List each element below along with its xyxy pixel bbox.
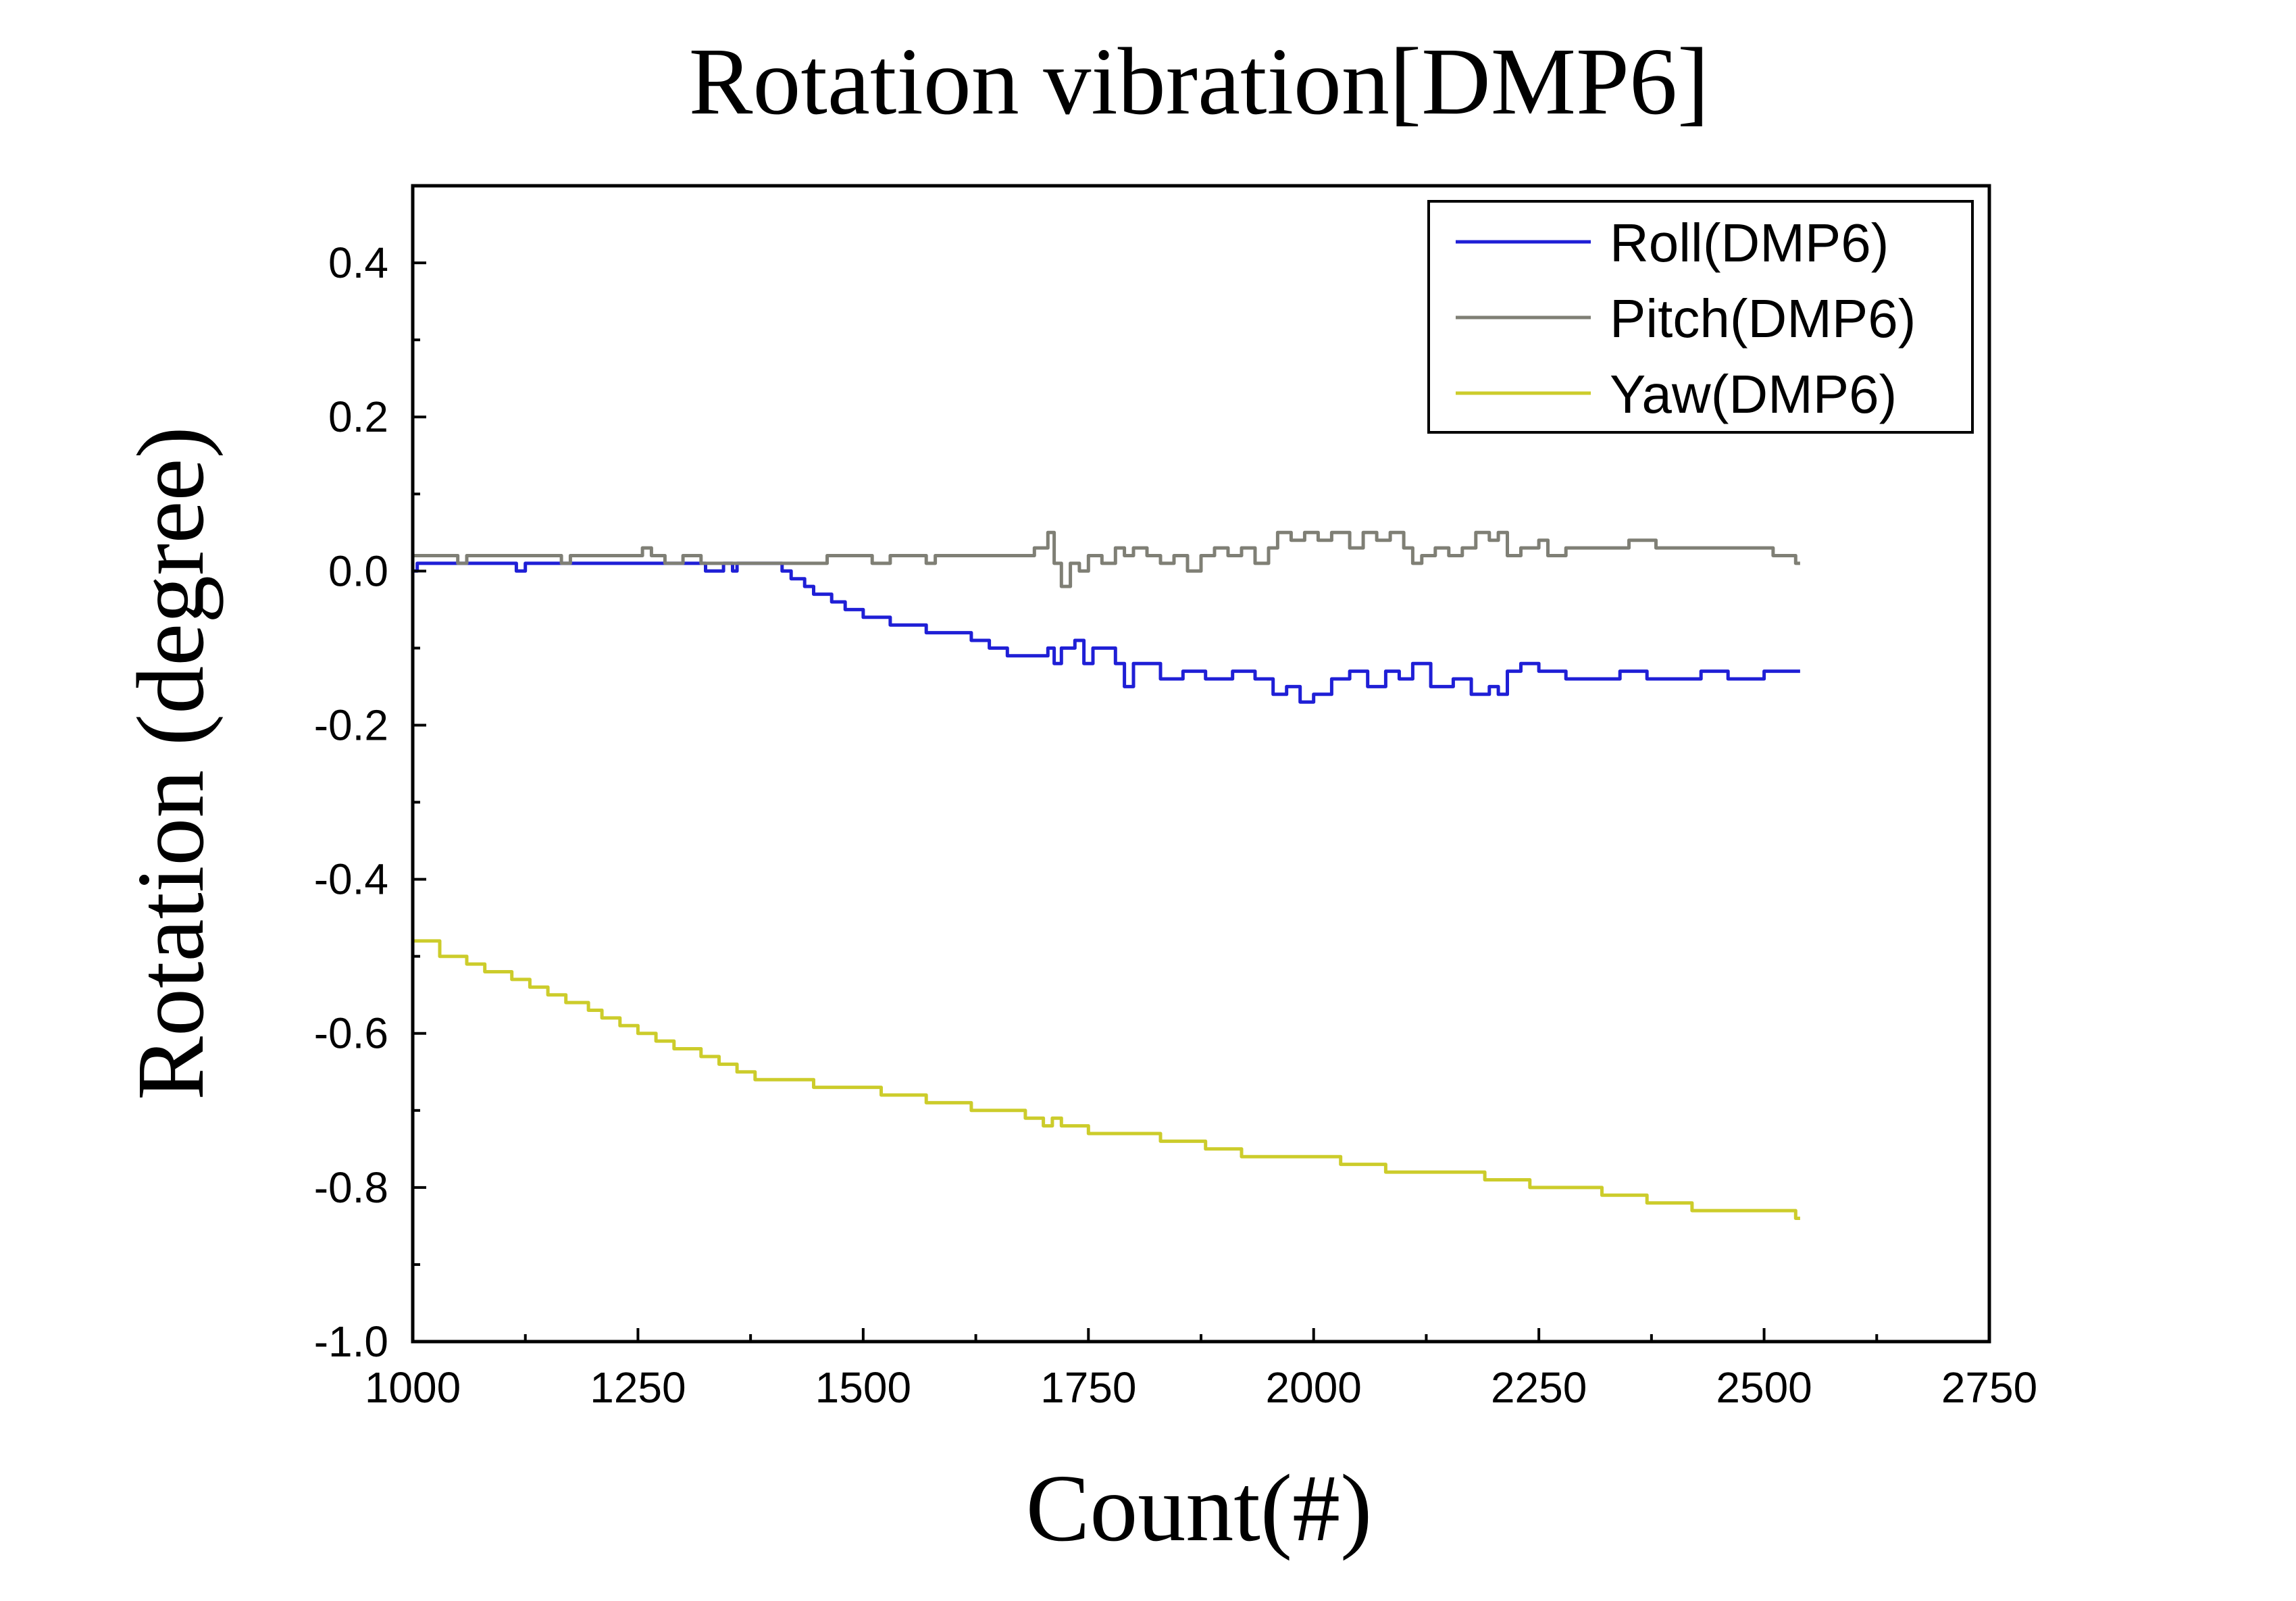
legend-label: Yaw(DMP6) (1610, 364, 1897, 424)
series-line-1 (413, 561, 1800, 704)
y-tick-label: -0.8 (314, 1163, 388, 1212)
x-tick-label: 2750 (1941, 1363, 2037, 1412)
x-tick-label: 1750 (1040, 1363, 1136, 1412)
x-tick-label: 2000 (1266, 1363, 1362, 1412)
x-tick-label: 1500 (815, 1363, 911, 1412)
series-line-2 (413, 530, 1800, 588)
series-line-3 (413, 939, 1800, 1220)
x-axis: 1000 1250 1500 1750 2000 2250 2500 2750 (365, 1328, 2037, 1412)
y-tick-label: -0.4 (314, 855, 388, 904)
chart-title: Rotation vibration[DMP6] (689, 28, 1710, 134)
x-tick-label: 1250 (590, 1363, 686, 1412)
y-axis: 0.4 0.2 0.0 -0.2 -0.4 -0.6 -0.8 -1.0 (314, 184, 426, 1366)
x-tick-label: 2500 (1716, 1363, 1812, 1412)
y-tick-label: -0.6 (314, 1009, 388, 1058)
legend: Roll(DMP6) Pitch(DMP6) Yaw(DMP6) (1427, 200, 1974, 434)
y-axis-title: Rotation (degree) (117, 426, 224, 1100)
x-tick-label: 1000 (365, 1363, 461, 1412)
y-tick-label: 0.2 (328, 392, 388, 441)
x-tick-label: 2250 (1491, 1363, 1587, 1412)
y-tick-label: 0.0 (328, 547, 388, 595)
legend-label: Pitch(DMP6) (1610, 288, 1916, 349)
y-tick-label: -1.0 (314, 1317, 388, 1366)
legend-label: Roll(DMP6) (1610, 213, 1889, 273)
y-tick-label: -0.2 (314, 701, 388, 749)
series-layer (413, 530, 1800, 1220)
y-tick-label: 0.4 (328, 238, 388, 287)
x-axis-title: Count(#) (1026, 1454, 1373, 1561)
